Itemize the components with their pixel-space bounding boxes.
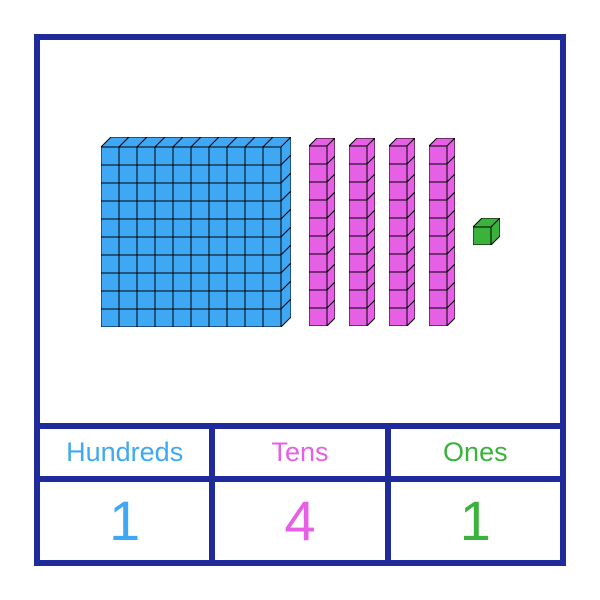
labels-row: Hundreds Tens Ones <box>40 429 560 476</box>
place-value-card: Hundreds Tens Ones 1 4 1 <box>34 34 566 566</box>
blocks-area <box>40 40 560 423</box>
tens-rod <box>429 138 455 326</box>
tens-label: Tens <box>209 429 384 476</box>
tens-rod <box>349 138 375 326</box>
ones-label: Ones <box>385 429 560 476</box>
hundreds-label: Hundreds <box>40 429 209 476</box>
tens-rod <box>309 138 335 326</box>
tens-rod <box>389 138 415 326</box>
tens-value: 4 <box>209 482 384 560</box>
values-row: 1 4 1 <box>40 476 560 560</box>
place-value-table: Hundreds Tens Ones 1 4 1 <box>40 423 560 560</box>
tens-group <box>309 138 455 326</box>
hundreds-block <box>101 137 291 327</box>
hundreds-value: 1 <box>40 482 209 560</box>
ones-value: 1 <box>385 482 560 560</box>
ones-block <box>473 218 500 245</box>
